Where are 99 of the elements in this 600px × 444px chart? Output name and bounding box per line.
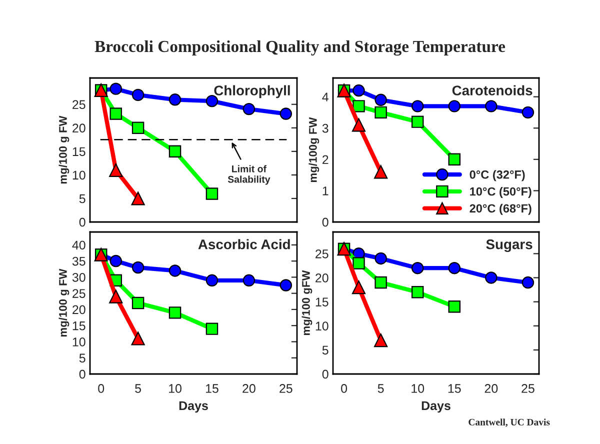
y-tick-label: 25 <box>72 100 86 110</box>
y-tick-label: 0 <box>79 370 86 379</box>
point <box>448 100 461 112</box>
y-tick-label: 0 <box>322 370 328 379</box>
x-tick-label: 20 <box>242 384 256 393</box>
y-tick-label: 10 <box>72 338 86 346</box>
point <box>352 118 366 132</box>
y-tick-label: 0 <box>322 218 328 227</box>
point <box>132 261 144 274</box>
y-tick-label: 20 <box>316 274 328 282</box>
chart-title: Ascorbic Acid <box>198 239 290 250</box>
y-tick-label: 5 <box>79 354 86 363</box>
x-tick-label: 0 <box>98 384 104 393</box>
x-tick-label: 5 <box>135 384 142 393</box>
point <box>109 163 123 178</box>
point <box>242 102 256 116</box>
point <box>374 94 387 106</box>
point <box>352 280 366 294</box>
y-tick-label: 25 <box>316 249 328 258</box>
x-tick-label: 5 <box>378 384 384 393</box>
y-tick-label: 4 <box>322 92 328 102</box>
y-tick-label: 3 <box>322 124 328 133</box>
x-tick-label: 25 <box>280 384 292 393</box>
y-axis-title: mg/100g FW <box>308 117 320 182</box>
point <box>168 264 182 277</box>
y-tick-label: 30 <box>72 272 86 282</box>
point <box>352 257 365 270</box>
point <box>522 106 534 119</box>
y-tick-label: 25 <box>72 289 86 298</box>
point <box>374 276 387 289</box>
y-axis-title: mg/100 gFW <box>302 270 312 335</box>
point <box>352 100 365 112</box>
y-tick-label: 15 <box>316 298 328 306</box>
y-axis-title: mg/100 g FW <box>58 116 70 184</box>
point <box>374 334 388 348</box>
point <box>485 272 498 284</box>
point <box>168 306 182 319</box>
legend-label: 10°C (50°F) <box>470 187 532 198</box>
y-tick-label: 15 <box>72 147 86 156</box>
point <box>280 108 292 120</box>
y-tick-label: 2 <box>322 155 328 164</box>
x-tick-label: 20 <box>484 384 498 393</box>
point <box>168 94 182 106</box>
x-axis-title: Days <box>179 401 208 413</box>
point <box>411 100 424 112</box>
y-tick-label: 10 <box>316 322 328 331</box>
y-tick-label: 15 <box>72 322 86 330</box>
point <box>522 276 534 289</box>
y-tick-label: 35 <box>72 256 86 266</box>
point <box>448 153 461 166</box>
point <box>485 100 498 112</box>
y-tick-label: 10 <box>72 170 86 180</box>
point <box>374 165 388 179</box>
point <box>132 122 144 134</box>
x-tick-label: 10 <box>169 384 182 393</box>
y-tick-label: 1 <box>322 186 328 196</box>
point <box>110 254 122 268</box>
point <box>109 290 123 304</box>
point <box>448 262 461 274</box>
point <box>132 88 144 102</box>
x-tick-label: 25 <box>522 384 534 393</box>
y-tick-label: 40 <box>72 240 86 250</box>
point <box>110 108 122 120</box>
point <box>374 106 387 119</box>
legend-label: 20°C (68°F) <box>470 204 532 215</box>
chart-title: Chlorophyll <box>214 85 290 98</box>
x-axis-title: Days <box>422 401 450 413</box>
x-tick-label: 15 <box>206 384 218 393</box>
annotation: Limit of Salability <box>228 165 270 185</box>
chart-title: Carotenoids <box>452 85 532 96</box>
text: Cantwell, UC Davis <box>468 418 550 427</box>
point <box>374 252 387 265</box>
point <box>280 279 292 292</box>
point <box>131 192 145 206</box>
point <box>206 274 218 287</box>
y-tick-label: 20 <box>72 124 86 133</box>
chart-title: Sugars <box>486 239 532 252</box>
point <box>168 145 182 158</box>
y-tick-label: 5 <box>322 346 328 355</box>
point <box>242 274 256 287</box>
y-tick-label: 20 <box>72 305 86 314</box>
x-tick-label: 10 <box>412 384 424 393</box>
y-tick-label: 5 <box>79 194 86 204</box>
point <box>206 188 218 200</box>
point <box>411 286 424 298</box>
point <box>448 300 461 313</box>
y-tick-label: 0 <box>79 218 86 227</box>
legend-label: 0°C (32°F) <box>470 170 525 182</box>
point <box>131 332 145 346</box>
y-axis-title: mg/100 g FW <box>58 268 70 337</box>
point <box>411 262 424 274</box>
point <box>132 296 144 310</box>
point <box>411 116 424 128</box>
text: Broccoli Compositional Quality and Storage Temperature <box>94 40 506 56</box>
point <box>206 322 218 335</box>
x-tick-label: 0 <box>341 384 348 393</box>
point <box>110 82 122 95</box>
x-tick-label: 15 <box>448 384 461 393</box>
point <box>352 84 365 97</box>
